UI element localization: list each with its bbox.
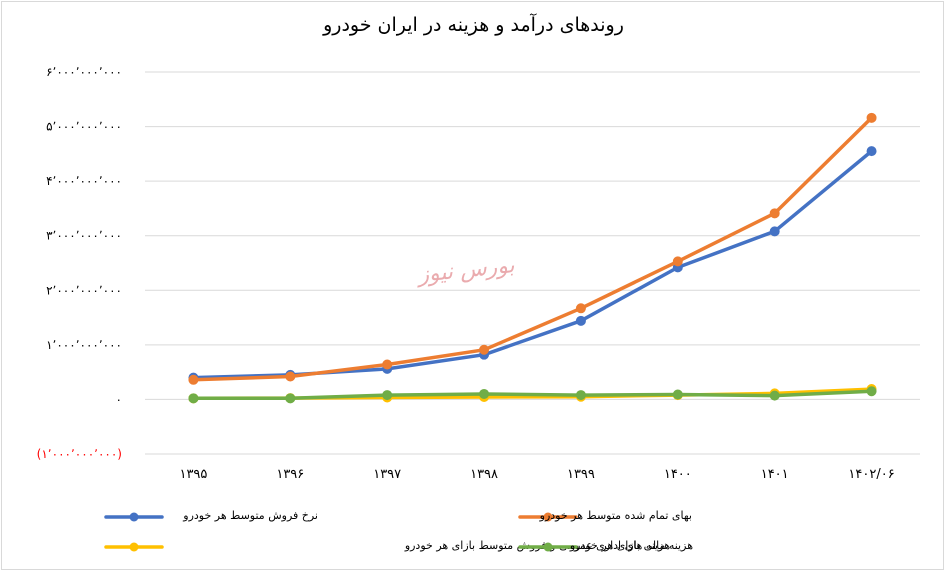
legend-swatch — [518, 542, 578, 552]
legend-entry: نرخ فروش متوسط هر خودرو — [0, 509, 947, 525]
data-point — [769, 226, 780, 237]
y-tick-label: ۴٬۰۰۰٬۰۰۰٬۰۰۰ — [46, 174, 122, 188]
x-tick-label: ۱۳۹۵ — [179, 467, 207, 482]
chart-title: روندهای درآمد و هزینه در ایران خودرو — [323, 14, 624, 36]
x-tick-label: ۱۳۹۸ — [470, 467, 498, 482]
data-point — [575, 390, 586, 401]
data-point — [672, 389, 683, 400]
data-point — [866, 386, 877, 397]
y-tick-label: ۵٬۰۰۰٬۰۰۰٬۰۰۰ — [46, 120, 122, 134]
legend-entry: بهای تمام شده متوسط هر خودرو — [0, 509, 947, 525]
data-point — [672, 256, 683, 267]
data-point — [575, 315, 586, 326]
data-point — [382, 359, 393, 370]
data-point — [769, 208, 780, 219]
y-tick-label: (۱٬۰۰۰٬۰۰۰٬۰۰۰) — [37, 447, 122, 461]
data-point — [285, 371, 296, 382]
data-point — [575, 303, 586, 314]
series-line-4 — [191, 389, 874, 401]
legend-entry: هزینه مالی بازای هر خودرو — [0, 539, 947, 555]
y-tick-label: ۲٬۰۰۰٬۰۰۰٬۰۰۰ — [46, 283, 122, 297]
legend-swatch — [104, 542, 164, 552]
x-tick-label: ۱۴۰۲/۰۶ — [848, 467, 894, 482]
legend-swatch — [104, 512, 164, 522]
y-tick-label: ۳٬۰۰۰٬۰۰۰٬۰۰۰ — [46, 229, 122, 243]
x-tick-label: ۱۴۰۰ — [664, 467, 692, 482]
legend-swatch — [518, 512, 578, 522]
data-point — [769, 390, 780, 401]
data-point — [285, 393, 296, 404]
data-point — [188, 374, 199, 385]
x-tick-label: ۱۳۹۶ — [276, 467, 304, 482]
legend-label: نرخ فروش متوسط هر خودرو — [183, 509, 318, 522]
legend-label: هزینه مالی بازای هر خودرو — [569, 539, 693, 552]
x-tick-label: ۱۴۰۱ — [761, 467, 789, 482]
series-line-2 — [191, 116, 874, 382]
data-point — [866, 112, 877, 123]
data-point — [382, 390, 393, 401]
data-point — [188, 393, 199, 404]
x-tick-label: ۱۳۹۷ — [373, 467, 401, 482]
data-point — [479, 388, 490, 399]
legend-label: بهای تمام شده متوسط هر خودرو — [539, 509, 692, 522]
y-tick-label: ۱٬۰۰۰٬۰۰۰٬۰۰۰ — [46, 338, 122, 352]
y-tick-label: ۰ — [116, 392, 122, 406]
data-point — [479, 344, 490, 355]
y-tick-label: ۶٬۰۰۰٬۰۰۰٬۰۰۰ — [46, 65, 122, 79]
data-point — [866, 146, 877, 157]
x-tick-label: ۱۳۹۹ — [567, 467, 595, 482]
series-line-1 — [191, 149, 874, 380]
